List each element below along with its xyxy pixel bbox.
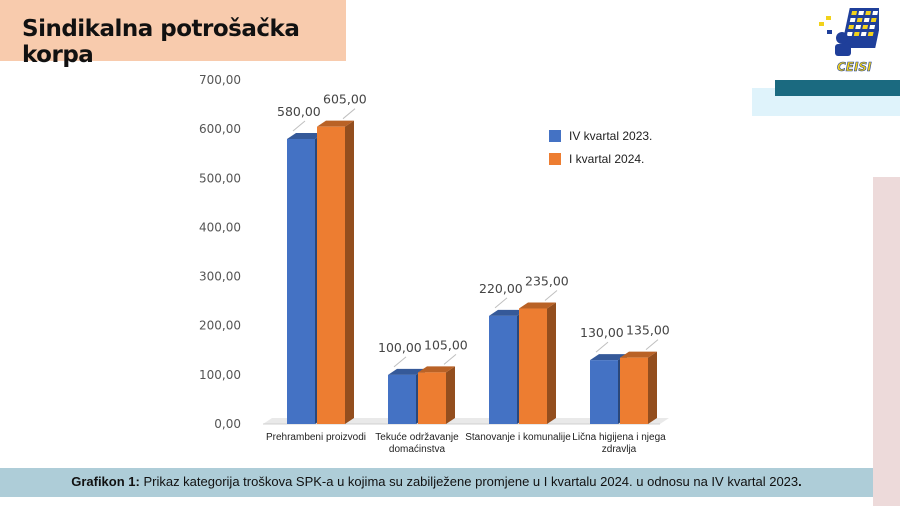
data-label: 135,00 — [626, 323, 670, 338]
data-label: 220,00 — [479, 281, 523, 296]
data-label-leader — [443, 354, 457, 365]
bar-side — [446, 366, 455, 424]
y-tick-label: 700,00 — [199, 73, 241, 87]
bar — [317, 126, 345, 424]
category-label: Stanovanje i komunalije — [465, 432, 571, 443]
data-label-leader — [342, 108, 356, 120]
bar-side — [345, 120, 354, 424]
logo-text: CEISI — [837, 60, 872, 74]
decor-pink-strip — [873, 177, 900, 506]
bar-top — [620, 351, 657, 358]
caption-text: Prikaz kategorija troškova SPK-a u kojim… — [139, 474, 799, 489]
y-tick-label: 300,00 — [199, 270, 241, 284]
bar-top — [287, 132, 324, 139]
legend-label: IV kvartal 2023. — [569, 129, 652, 143]
bar-side — [547, 302, 556, 424]
bar-top — [590, 354, 627, 361]
data-label-leader — [393, 356, 407, 368]
caption-bar — [0, 468, 873, 497]
bar — [388, 374, 416, 424]
bar-top — [519, 302, 556, 309]
figure-caption: Grafikon 1: Prikaz kategorija troškova S… — [0, 474, 873, 489]
bar — [519, 308, 547, 424]
bar-side — [648, 351, 657, 424]
data-label: 580,00 — [277, 104, 321, 119]
legend-swatch — [549, 130, 561, 142]
data-label: 605,00 — [323, 92, 367, 107]
category-label: Lična higijena i njega — [572, 432, 666, 443]
caption-end: . — [798, 474, 802, 489]
bar-chart: 0,00 100,00 200,00 300,00 400,00 500,00 600,00… — [199, 73, 670, 455]
bar-top — [418, 366, 455, 373]
logo-grid-icon — [841, 8, 879, 48]
bar-top — [489, 309, 526, 316]
decor-teal-strip — [775, 80, 900, 96]
data-label-leader — [292, 120, 306, 132]
y-tick-label: 500,00 — [199, 171, 241, 185]
chart-floor — [263, 418, 669, 424]
category-label: Tekuće održavanje — [375, 432, 459, 443]
category-label: zdravlja — [602, 444, 637, 455]
data-label: 130,00 — [580, 325, 624, 340]
bar — [287, 138, 315, 424]
bar — [590, 360, 618, 424]
data-label-leader — [494, 297, 508, 309]
y-tick-label: 600,00 — [199, 122, 241, 136]
category-label: domaćinstva — [389, 444, 446, 455]
caption-label: Grafikon 1: — [71, 474, 140, 489]
bar — [620, 357, 648, 424]
bar — [489, 315, 517, 424]
ceisi-logo: CEISI — [819, 8, 879, 74]
legend-label: I kvartal 2024. — [569, 152, 644, 166]
title-banner: Sindikalna potrošačka korpa — [0, 0, 346, 68]
data-label: 100,00 — [378, 340, 422, 355]
page-title: Sindikalna potrošačka korpa — [22, 16, 300, 68]
bar-top — [388, 368, 425, 375]
bar-top — [317, 120, 354, 127]
y-tick-label: 100,00 — [199, 368, 241, 382]
data-label: 105,00 — [424, 337, 468, 352]
legend-swatch — [549, 153, 561, 165]
y-tick-label: 200,00 — [199, 319, 241, 333]
data-label-leader — [544, 290, 558, 301]
category-label: Prehrambeni proizvodi — [266, 432, 366, 443]
data-label: 235,00 — [525, 274, 569, 289]
y-tick-label: 0,00 — [214, 417, 241, 431]
data-label-leader — [595, 341, 609, 353]
y-tick-label: 400,00 — [199, 220, 241, 234]
bar — [418, 372, 446, 424]
data-label-leader — [645, 339, 659, 351]
